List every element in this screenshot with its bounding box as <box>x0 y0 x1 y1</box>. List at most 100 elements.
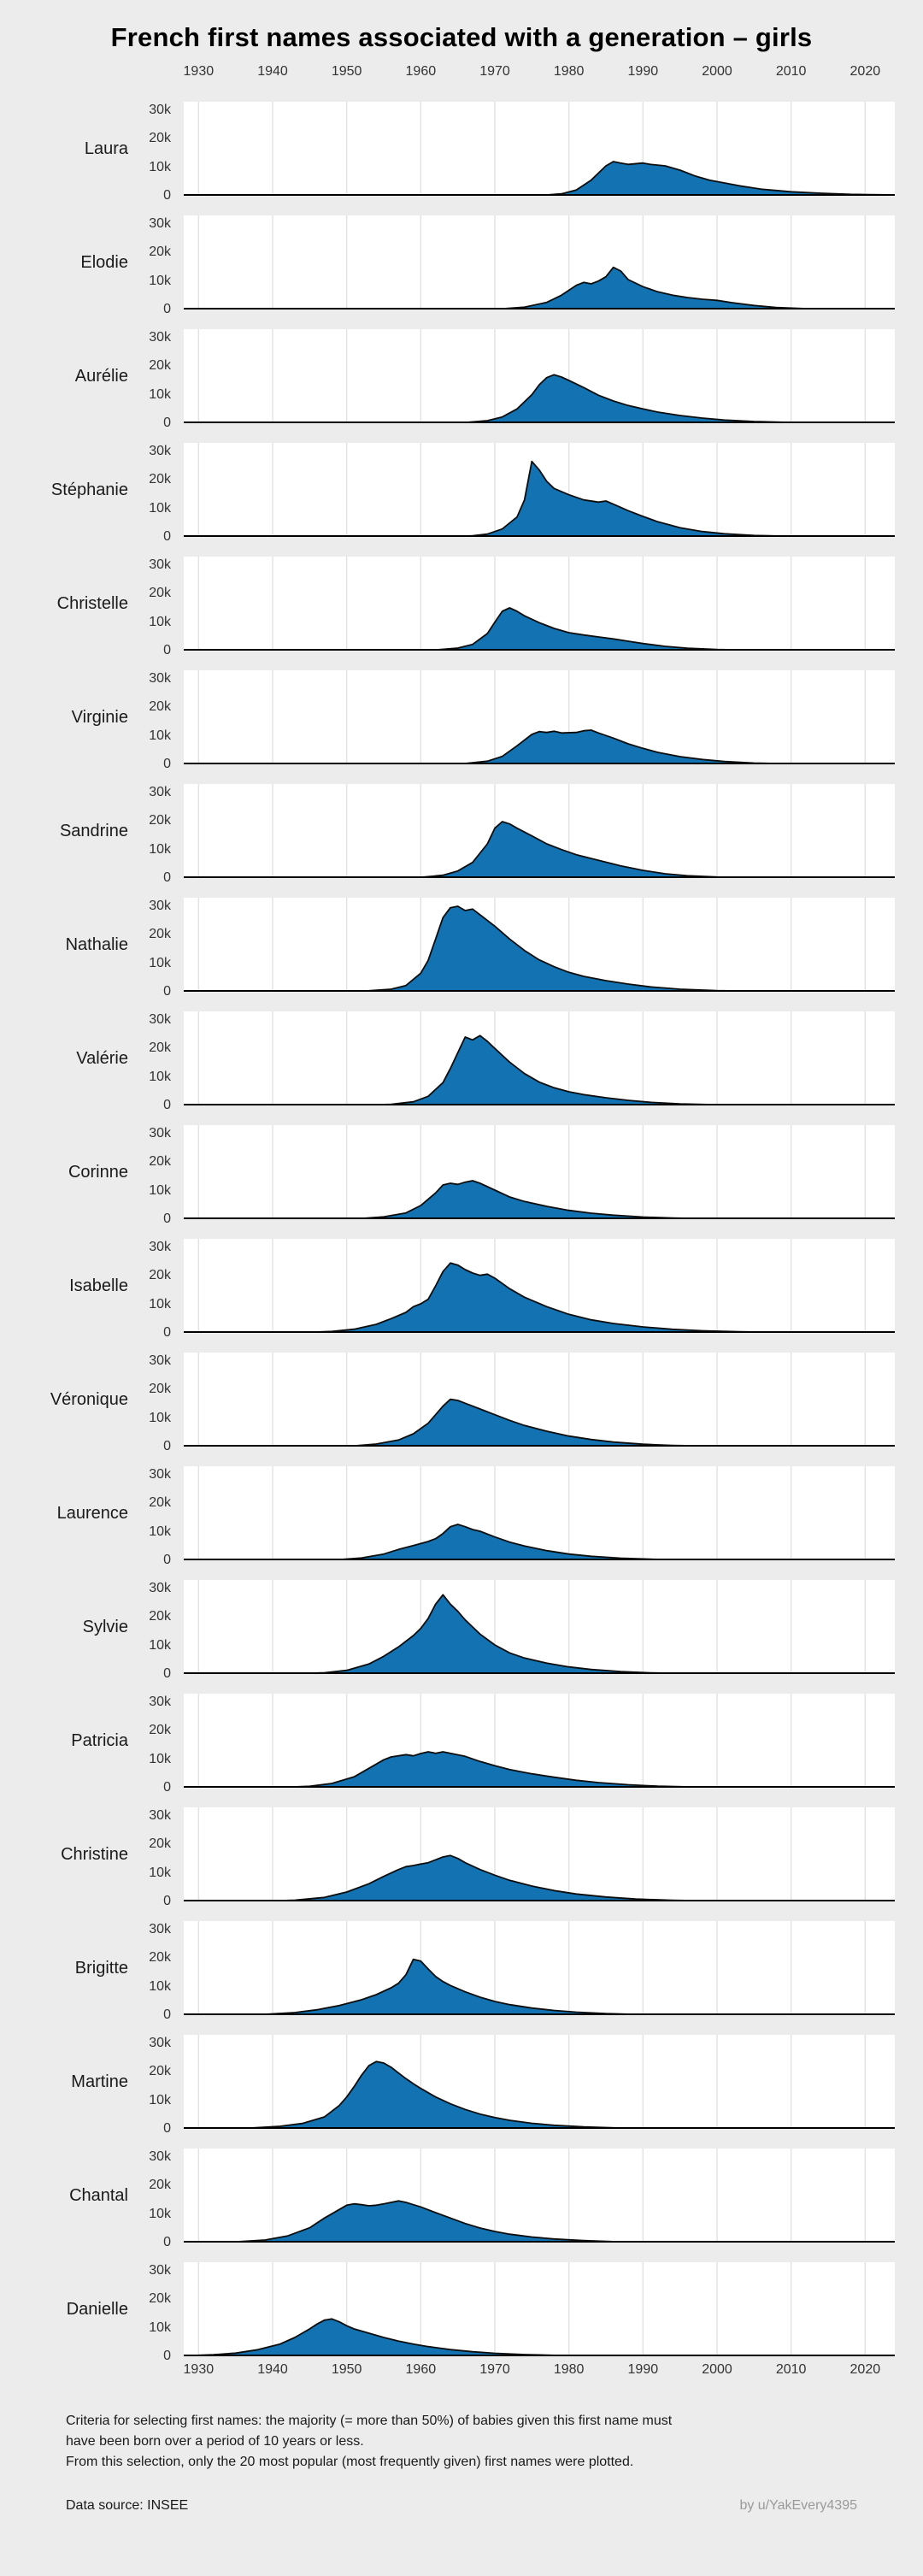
series-label: Chantal <box>69 2185 128 2205</box>
area-outline <box>184 821 895 878</box>
area-chart <box>184 1694 895 1788</box>
chart-panel <box>184 1580 895 1674</box>
area-chart <box>184 215 895 309</box>
chart-row: Danielle 30k 20k 10k 0 <box>0 2243 923 2363</box>
y-tick-label: 20k <box>149 2291 171 2307</box>
area-chart <box>184 1580 895 1674</box>
y-tick-label: 30k <box>149 2263 171 2278</box>
area-chart <box>184 1353 895 1447</box>
y-tick-label: 10k <box>149 1524 171 1539</box>
chart-row: Patricia 30k 20k 10k 0 <box>0 1674 923 1795</box>
y-tick-label: 10k <box>149 1865 171 1880</box>
x-tick-label: 1940 <box>257 64 288 79</box>
y-axis-ticks: 30k 20k 10k 0 <box>128 1921 178 2022</box>
y-tick-label: 30k <box>149 785 171 799</box>
y-tick-label: 10k <box>149 1637 171 1653</box>
y-tick-label: 30k <box>149 1581 171 1595</box>
x-tick-label: 2020 <box>850 64 881 79</box>
y-axis-ticks: 30k 20k 10k 0 <box>128 898 178 999</box>
author-credit: by u/YakEvery4395 <box>739 2498 857 2513</box>
y-tick-label: 20k <box>149 699 171 715</box>
chart-row: Brigitte 30k 20k 10k 0 <box>0 1901 923 2022</box>
series-label: Aurélie <box>74 366 128 386</box>
y-tick-label: 0 <box>163 2235 171 2249</box>
y-tick-label: 20k <box>149 1268 171 1283</box>
y-tick-label: 30k <box>149 1240 171 1254</box>
chart-panel <box>184 1807 895 1901</box>
area-chart <box>184 2149 895 2243</box>
y-tick-label: 0 <box>163 2121 171 2136</box>
y-tick-label: 0 <box>163 1894 171 1908</box>
y-tick-label: 20k <box>149 927 171 942</box>
x-tick-label: 1960 <box>405 2362 437 2377</box>
series-label: Véronique <box>50 1389 128 1409</box>
area-chart <box>184 1807 895 1901</box>
y-tick-label: 0 <box>163 416 171 430</box>
series-label: Laurence <box>56 1503 128 1523</box>
y-axis-ticks: 30k 20k 10k 0 <box>128 2149 178 2249</box>
y-tick-label: 30k <box>149 1922 171 1936</box>
chart-row: Christelle 30k 20k 10k 0 <box>0 537 923 657</box>
series-label: Martine <box>71 2072 128 2091</box>
y-axis-ticks: 30k 20k 10k 0 <box>128 329 178 430</box>
area-outline <box>184 1035 895 1105</box>
y-tick-label: 0 <box>163 302 171 316</box>
y-tick-label: 10k <box>149 614 171 629</box>
chart-row: Sylvie 30k 20k 10k 0 <box>0 1560 923 1681</box>
area-fill <box>184 461 895 537</box>
y-axis-ticks: 30k 20k 10k 0 <box>128 670 178 771</box>
chart-panel <box>184 2035 895 2129</box>
y-tick-label: 30k <box>149 1126 171 1141</box>
y-tick-label: 0 <box>163 1325 171 1340</box>
y-tick-label: 20k <box>149 1495 171 1511</box>
y-axis-ticks: 30k 20k 10k 0 <box>128 784 178 885</box>
area-outline <box>184 1180 895 1219</box>
area-fill <box>184 1035 895 1105</box>
chart-row: Sandrine 30k 20k 10k 0 <box>0 764 923 885</box>
y-tick-label: 0 <box>163 757 171 771</box>
y-tick-label: 10k <box>149 2092 171 2107</box>
area-fill <box>184 2201 895 2243</box>
area-outline <box>184 1262 895 1333</box>
y-tick-label: 10k <box>149 1182 171 1198</box>
x-tick-label: 2020 <box>850 2362 881 2377</box>
y-tick-label: 30k <box>149 1012 171 1027</box>
series-label: Danielle <box>66 2299 128 2319</box>
area-chart <box>184 670 895 764</box>
y-tick-label: 20k <box>149 2178 171 2193</box>
series-label: Valérie <box>76 1048 128 1068</box>
y-tick-label: 30k <box>149 1808 171 1823</box>
y-axis-ticks: 30k 20k 10k 0 <box>128 215 178 316</box>
y-axis-ticks: 30k 20k 10k 0 <box>128 2262 178 2363</box>
area-outline <box>184 374 895 423</box>
chart-panel <box>184 670 895 764</box>
chart-row: Corinne 30k 20k 10k 0 <box>0 1105 923 1226</box>
area-outline <box>184 1958 895 2015</box>
y-tick-label: 30k <box>149 330 171 345</box>
x-tick-label: 1970 <box>479 64 510 79</box>
area-chart <box>184 2262 895 2356</box>
y-tick-label: 20k <box>149 1154 171 1170</box>
y-tick-label: 30k <box>149 1467 171 1482</box>
chart-row: Virginie 30k 20k 10k 0 <box>0 651 923 771</box>
area-outline <box>184 1398 895 1447</box>
y-tick-label: 0 <box>163 984 171 999</box>
x-axis-top: 1930 1940 1950 1960 1970 1980 1990 2000 2010 2020 <box>184 53 895 82</box>
area-fill <box>184 608 895 651</box>
chart-panel <box>184 557 895 651</box>
chart-row: Laura 30k 20k 10k 0 <box>0 82 923 203</box>
x-tick-label: 2010 <box>775 2362 807 2377</box>
chart-row: Véronique 30k 20k 10k 0 <box>0 1333 923 1453</box>
x-tick-label: 1960 <box>405 64 437 79</box>
page-title: French first names associated with a gen… <box>110 22 813 52</box>
chart-panel <box>184 1239 895 1333</box>
y-tick-label: 10k <box>149 1978 171 1994</box>
footnote-line-1: Criteria for selecting first names: the … <box>66 2414 673 2428</box>
area-chart <box>184 1921 895 2015</box>
y-tick-label: 20k <box>149 1040 171 1056</box>
area-fill <box>184 1181 895 1219</box>
y-tick-label: 0 <box>163 643 171 657</box>
y-tick-label: 30k <box>149 557 171 572</box>
x-tick-label: 1930 <box>183 2362 215 2377</box>
area-chart <box>184 784 895 878</box>
